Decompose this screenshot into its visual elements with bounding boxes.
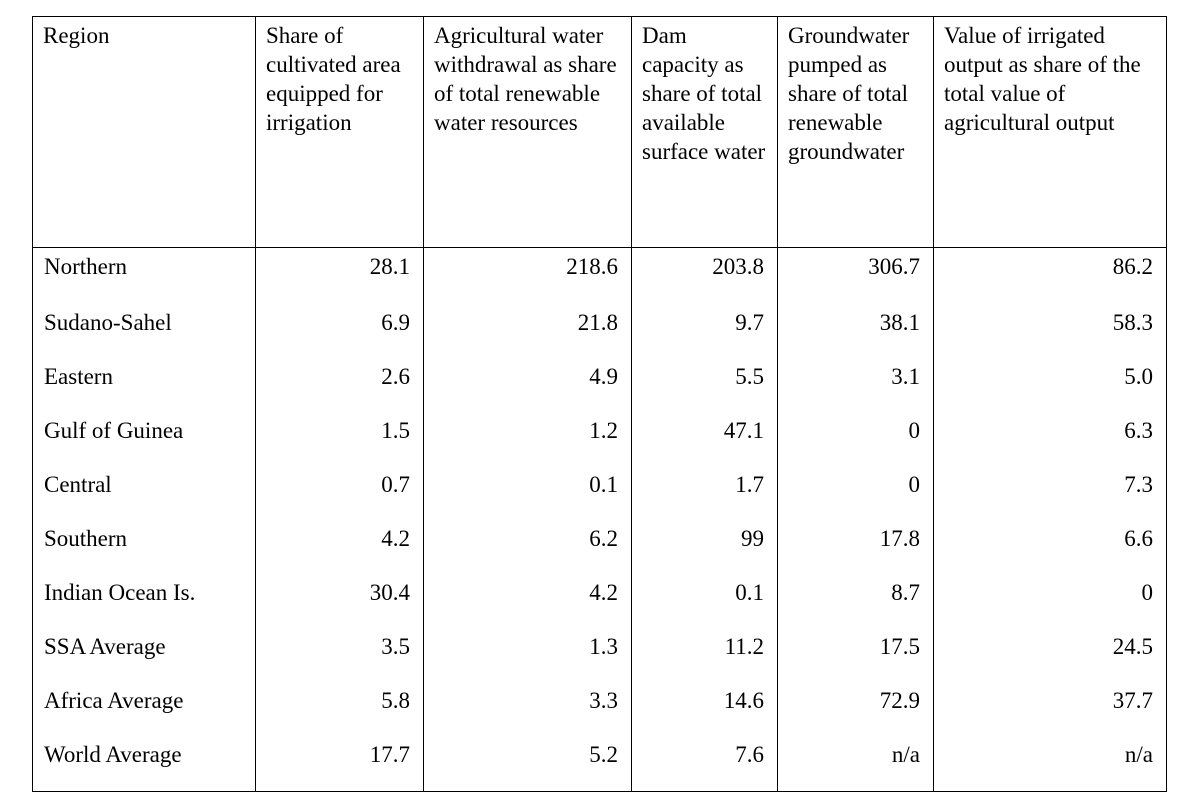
region-cell: Gulf of Guinea: [32, 409, 256, 464]
water-withdrawal-cell: 5.2: [423, 733, 632, 792]
irrigated-output-cell: 6.3: [933, 409, 1167, 464]
groundwater-cell: 3.1: [777, 355, 934, 410]
header-region: Region: [32, 16, 256, 248]
region-cell: Africa Average: [32, 679, 256, 734]
region-cell: Northern: [32, 247, 256, 302]
irrigated-output-cell: n/a: [933, 733, 1167, 792]
irrigation-indicators-table: Region Share of cultivated area equipped…: [32, 16, 1167, 792]
dam-capacity-cell: 7.6: [631, 733, 778, 792]
irrigated-area-cell: 28.1: [255, 247, 424, 302]
groundwater-cell: 72.9: [777, 679, 934, 734]
table-row: Southern 4.2 6.2 99 17.8 6.6: [32, 517, 1167, 572]
water-withdrawal-cell: 218.6: [423, 247, 632, 302]
table-body: Northern 28.1 218.6 203.8 306.7 86.2 Sud…: [32, 247, 1167, 792]
irrigated-area-cell: 3.5: [255, 625, 424, 680]
table-row: Northern 28.1 218.6 203.8 306.7 86.2: [32, 247, 1167, 302]
irrigated-output-cell: 5.0: [933, 355, 1167, 410]
irrigated-output-cell: 37.7: [933, 679, 1167, 734]
groundwater-cell: 306.7: [777, 247, 934, 302]
dam-capacity-cell: 9.7: [631, 301, 778, 356]
groundwater-cell: 17.5: [777, 625, 934, 680]
dam-capacity-cell: 0.1: [631, 571, 778, 626]
region-cell: Southern: [32, 517, 256, 572]
water-withdrawal-cell: 21.8: [423, 301, 632, 356]
table-row: Eastern 2.6 4.9 5.5 3.1 5.0: [32, 355, 1167, 410]
groundwater-cell: 8.7: [777, 571, 934, 626]
irrigated-area-cell: 17.7: [255, 733, 424, 792]
irrigation-table-container: Region Share of cultivated area equipped…: [32, 16, 1167, 792]
groundwater-cell: 38.1: [777, 301, 934, 356]
region-cell: Eastern: [32, 355, 256, 410]
irrigated-area-cell: 0.7: [255, 463, 424, 518]
region-cell: World Average: [32, 733, 256, 792]
irrigated-area-cell: 1.5: [255, 409, 424, 464]
dam-capacity-cell: 5.5: [631, 355, 778, 410]
dam-capacity-cell: 1.7: [631, 463, 778, 518]
dam-capacity-cell: 99: [631, 517, 778, 572]
table-row: SSA Average 3.5 1.3 11.2 17.5 24.5: [32, 625, 1167, 680]
irrigated-area-cell: 4.2: [255, 517, 424, 572]
water-withdrawal-cell: 0.1: [423, 463, 632, 518]
groundwater-cell: 17.8: [777, 517, 934, 572]
irrigated-output-cell: 86.2: [933, 247, 1167, 302]
table-row: Gulf of Guinea 1.5 1.2 47.1 0 6.3: [32, 409, 1167, 464]
header-irrigated-output-value-share: Value of irrigated output as share of th…: [933, 16, 1167, 248]
header-groundwater-pumped-share: Groundwater pumped as share of total ren…: [777, 16, 934, 248]
region-cell: Indian Ocean Is.: [32, 571, 256, 626]
table-row: Indian Ocean Is. 30.4 4.2 0.1 8.7 0: [32, 571, 1167, 626]
table-row: World Average 17.7 5.2 7.6 n/a n/a: [32, 733, 1167, 792]
dam-capacity-cell: 203.8: [631, 247, 778, 302]
dam-capacity-cell: 14.6: [631, 679, 778, 734]
irrigated-output-cell: 24.5: [933, 625, 1167, 680]
water-withdrawal-cell: 6.2: [423, 517, 632, 572]
irrigated-output-cell: 0: [933, 571, 1167, 626]
region-cell: Sudano-Sahel: [32, 301, 256, 356]
water-withdrawal-cell: 4.9: [423, 355, 632, 410]
dam-capacity-cell: 11.2: [631, 625, 778, 680]
region-cell: SSA Average: [32, 625, 256, 680]
header-irrigated-area-share: Share of cultivated area equipped for ir…: [255, 16, 424, 248]
header-row: Region Share of cultivated area equipped…: [32, 16, 1167, 248]
table-row: Sudano-Sahel 6.9 21.8 9.7 38.1 58.3: [32, 301, 1167, 356]
water-withdrawal-cell: 1.3: [423, 625, 632, 680]
irrigated-output-cell: 58.3: [933, 301, 1167, 356]
water-withdrawal-cell: 1.2: [423, 409, 632, 464]
irrigated-area-cell: 6.9: [255, 301, 424, 356]
irrigated-area-cell: 30.4: [255, 571, 424, 626]
header-dam-capacity-share: Dam capacity as share of total available…: [631, 16, 778, 248]
dam-capacity-cell: 47.1: [631, 409, 778, 464]
table-row: Africa Average 5.8 3.3 14.6 72.9 37.7: [32, 679, 1167, 734]
table-row: Central 0.7 0.1 1.7 0 7.3: [32, 463, 1167, 518]
irrigated-area-cell: 2.6: [255, 355, 424, 410]
groundwater-cell: 0: [777, 409, 934, 464]
irrigated-output-cell: 7.3: [933, 463, 1167, 518]
groundwater-cell: n/a: [777, 733, 934, 792]
irrigated-output-cell: 6.6: [933, 517, 1167, 572]
irrigated-area-cell: 5.8: [255, 679, 424, 734]
groundwater-cell: 0: [777, 463, 934, 518]
water-withdrawal-cell: 3.3: [423, 679, 632, 734]
header-water-withdrawal-share: Agricultural water withdrawal as share o…: [423, 16, 632, 248]
table-header: Region Share of cultivated area equipped…: [32, 16, 1167, 248]
region-cell: Central: [32, 463, 256, 518]
water-withdrawal-cell: 4.2: [423, 571, 632, 626]
